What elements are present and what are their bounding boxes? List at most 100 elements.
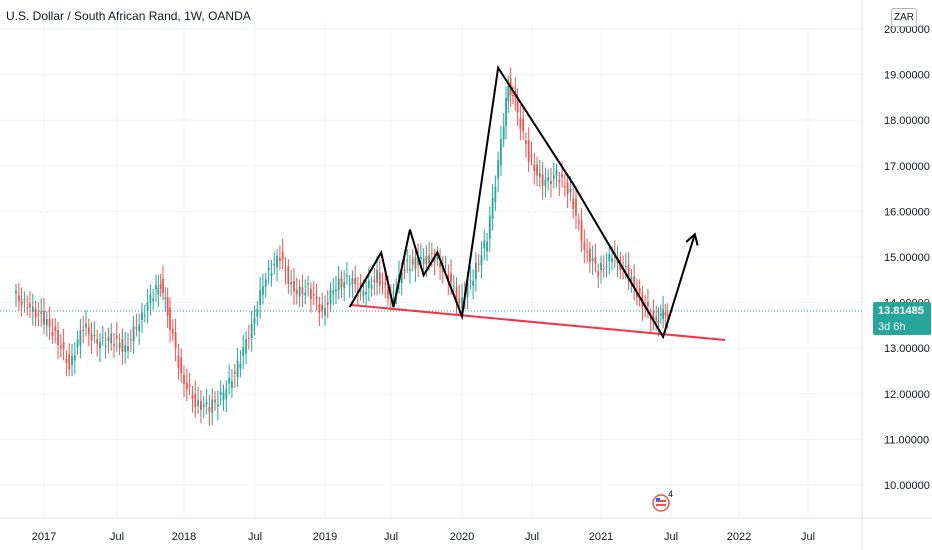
price-candle-body xyxy=(256,308,259,317)
price-candle-body xyxy=(630,276,633,282)
price-candle-body xyxy=(600,262,602,271)
x-tick-label: Jul xyxy=(248,531,262,543)
price-candle-body xyxy=(197,400,199,407)
price-candle-body xyxy=(376,269,378,283)
price-candle-body xyxy=(488,216,491,240)
price-candle-body xyxy=(430,253,433,255)
price-candle-body xyxy=(54,326,57,331)
price-candle-body xyxy=(359,282,362,288)
price-candle-body xyxy=(633,276,636,287)
price-candle-body xyxy=(99,341,101,349)
price-candle-body xyxy=(638,287,641,295)
price-candle-body xyxy=(174,332,177,348)
price-candle-body xyxy=(507,84,510,102)
price-candle-body xyxy=(87,327,90,335)
price-candle-body xyxy=(483,240,486,249)
price-candle-body xyxy=(662,309,664,320)
us-flag-event-icon[interactable]: 4 xyxy=(652,489,673,512)
price-candle-body xyxy=(307,283,309,285)
price-candle-body xyxy=(166,297,169,316)
x-tick-label: Jul xyxy=(525,531,539,543)
price-candle-body xyxy=(580,220,583,241)
price-candle-body xyxy=(505,98,507,127)
price-candle-body xyxy=(365,291,367,295)
price-candle-body xyxy=(527,140,530,163)
price-candle-body xyxy=(222,392,225,401)
price-candle-body xyxy=(530,154,533,157)
price-candle-body xyxy=(378,272,381,286)
price-candle-body xyxy=(588,248,591,263)
price-candle-body xyxy=(649,316,652,320)
price-candle-body xyxy=(536,164,538,176)
price-candle-body xyxy=(422,257,425,264)
price-candle-body xyxy=(321,304,324,311)
price-candle-body xyxy=(538,173,541,177)
price-candle-body xyxy=(34,308,37,318)
price-candle-body xyxy=(367,280,370,288)
price-candle-body xyxy=(381,281,384,283)
price-candle-body xyxy=(444,265,447,267)
price-candle-body xyxy=(138,324,141,332)
price-candle-body xyxy=(118,343,121,349)
price-candle-body xyxy=(129,339,132,341)
price-candle-body xyxy=(409,268,411,271)
price-candle-body xyxy=(31,306,34,312)
price-candle-body xyxy=(298,286,301,297)
bar-countdown: 3d 6h xyxy=(878,321,906,333)
price-candle-body xyxy=(295,290,298,294)
price-candle-body xyxy=(121,339,124,352)
price-candle-body xyxy=(15,290,17,294)
price-candle-body xyxy=(335,289,337,291)
price-candle-body xyxy=(406,260,409,262)
price-candle-body xyxy=(541,174,544,187)
price-candle-body xyxy=(597,271,600,277)
price-candle-body xyxy=(458,298,461,304)
price-candle-body xyxy=(76,339,79,348)
price-candle-body xyxy=(659,313,662,316)
price-candle-body xyxy=(351,278,354,285)
price-candle-body xyxy=(155,285,157,290)
price-candle-body xyxy=(23,299,26,301)
y-tick-label: 18.00000 xyxy=(884,115,930,127)
price-candle-body xyxy=(497,160,500,179)
pattern-path[interactable] xyxy=(348,64,696,340)
price-candle-body xyxy=(304,292,307,296)
price-candle-body xyxy=(247,337,250,340)
price-candle-body xyxy=(110,333,113,344)
price-candle-body xyxy=(452,285,455,287)
price-candle-body xyxy=(572,198,575,209)
x-tick-label: 2021 xyxy=(589,531,613,543)
price-candle-body xyxy=(225,388,228,399)
price-candle-body xyxy=(236,360,239,378)
price-candle-body xyxy=(318,304,321,313)
price-candle-body xyxy=(461,297,463,309)
price-candle-body xyxy=(29,303,31,308)
price-candle-body xyxy=(183,374,185,385)
price-candle-body xyxy=(343,282,346,288)
price-candle-body xyxy=(164,297,167,299)
price-candle-body xyxy=(228,377,231,384)
price-candle-body xyxy=(373,279,376,283)
price-candle-body xyxy=(411,258,414,265)
price-candle-body xyxy=(324,308,326,316)
price-candle-body xyxy=(329,290,332,304)
time-axis[interactable]: 2017 Jul 2018 Jul 2019 Jul 2020 Jul 2021 Jul 2022 J… xyxy=(32,531,815,543)
price-candle-body xyxy=(594,256,597,264)
price-candle-body xyxy=(332,290,335,294)
y-tick-label: 13.00000 xyxy=(884,343,930,355)
x-tick-label: 2022 xyxy=(727,531,751,543)
price-candle-body xyxy=(326,302,329,305)
currency-badge[interactable]: ZAR xyxy=(891,8,917,27)
price-candle-body xyxy=(214,399,216,403)
price-candle-body xyxy=(477,263,480,265)
price-candle-body xyxy=(73,355,76,361)
y-tick-label: 10.00000 xyxy=(884,480,930,492)
price-candle-body xyxy=(68,354,71,370)
price-axis[interactable]: 10.0000011.0000012.0000013.0000014.00000… xyxy=(884,24,930,492)
support-trendline[interactable] xyxy=(349,303,726,341)
price-candle-body xyxy=(403,269,406,272)
price-candle-body xyxy=(101,337,104,339)
price-candle-body xyxy=(312,293,315,296)
price-candle-body xyxy=(433,258,436,263)
